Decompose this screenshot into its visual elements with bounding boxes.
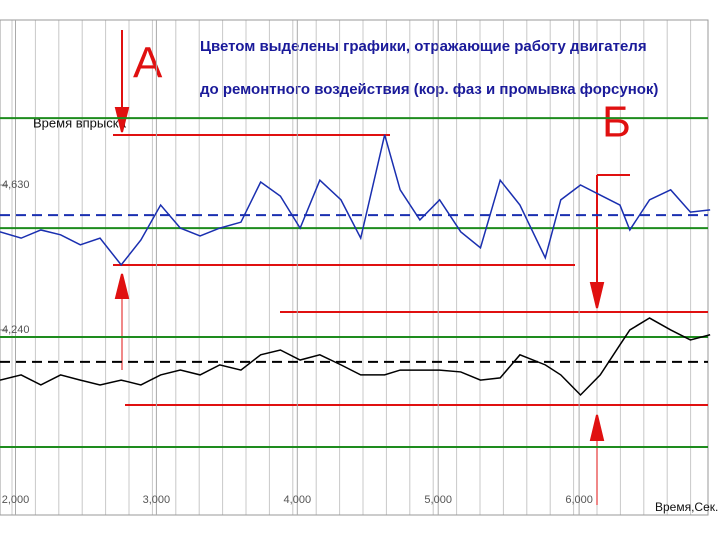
x-tick-label: 3,000 <box>143 494 171 506</box>
annotation: Б <box>602 98 631 147</box>
title-line: до ремонтного воздействия (кор. фаз и пр… <box>200 81 658 98</box>
x-tick-label: 4,000 <box>284 494 312 506</box>
data-line <box>0 317 711 397</box>
x-tick-label: 5,000 <box>424 494 452 506</box>
markers <box>113 30 708 505</box>
plot-frame <box>0 19 709 516</box>
x-label: Время,Сек. <box>655 500 718 514</box>
y-tick-label: 4,630 <box>2 179 30 191</box>
x-tick-label: 6,000 <box>565 494 593 506</box>
data-line <box>0 134 711 267</box>
title-line: Цветом выделены графики, отражающие рабо… <box>200 38 647 55</box>
minor-grid <box>11 20 692 515</box>
y-tick-label: 4,240 <box>2 324 30 336</box>
x-tick-label: 2,000 <box>2 494 30 506</box>
annotation: А <box>133 39 163 88</box>
y-label: Время впрыска <box>33 115 127 130</box>
